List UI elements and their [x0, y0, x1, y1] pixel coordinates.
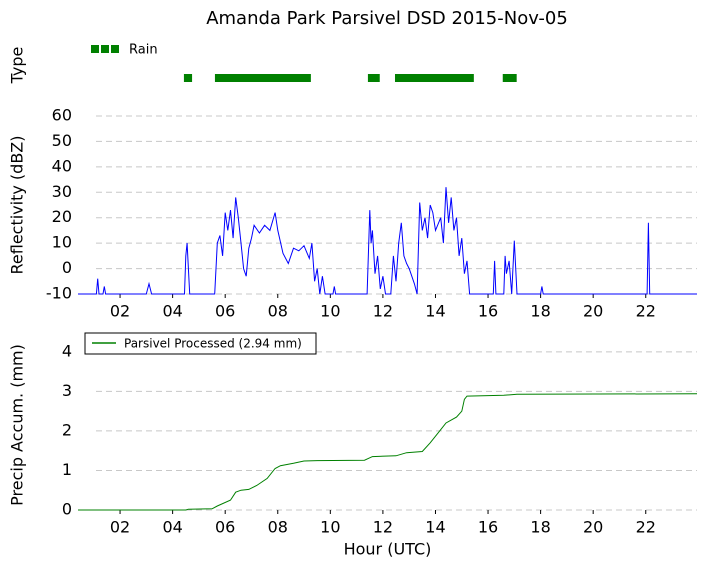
x-tick-label: 22	[636, 302, 656, 321]
legend-swatch	[111, 45, 119, 53]
x-tick-label: 06	[215, 518, 235, 537]
y-tick-label: 50	[52, 131, 72, 150]
x-tick-label: 22	[636, 518, 656, 537]
data-line	[78, 187, 697, 295]
chart-title: Amanda Park Parsivel DSD 2015-Nov-05	[206, 8, 568, 29]
x-tick-label: 08	[268, 302, 288, 321]
y-tick-label: 3	[62, 381, 72, 400]
x-tick-label: 14	[425, 302, 445, 321]
x-tick-label: 20	[583, 518, 603, 537]
y-tick-label: 10	[52, 233, 72, 252]
x-tick-label: 12	[373, 518, 393, 537]
y-axis-label: Precip Accum. (mm)	[8, 344, 27, 506]
y-tick-label: 60	[52, 106, 72, 125]
legend-label: Parsivel Processed (2.94 mm)	[124, 337, 302, 351]
rain-segment	[214, 74, 311, 82]
x-tick-label: 08	[268, 518, 288, 537]
x-tick-label: 10	[320, 518, 340, 537]
data-line	[78, 393, 698, 511]
x-axis-label: Hour (UTC)	[344, 540, 432, 559]
x-tick-label: 18	[530, 302, 550, 321]
x-tick-label: 06	[215, 302, 235, 321]
x-tick-label: 10	[320, 302, 340, 321]
y-axis-label: Type	[8, 47, 27, 85]
y-tick-label: 1	[62, 460, 72, 479]
x-tick-label: 04	[162, 518, 182, 537]
y-tick-label: 4	[62, 341, 72, 360]
y-tick-label: 20	[52, 207, 72, 226]
x-tick-label: 12	[373, 302, 393, 321]
x-tick-label: 16	[478, 302, 498, 321]
y-tick-label: 40	[52, 156, 72, 175]
y-tick-label: 30	[52, 182, 72, 201]
y-tick-label: -10	[46, 284, 72, 303]
x-tick-label: 14	[425, 518, 445, 537]
rain-segment	[394, 74, 474, 82]
rain-segment	[502, 74, 517, 82]
y-tick-label: 0	[62, 500, 72, 519]
y-tick-label: 0	[62, 258, 72, 277]
x-tick-label: 16	[478, 518, 498, 537]
rain-segment	[183, 74, 193, 82]
x-tick-label: 02	[110, 302, 130, 321]
legend-box	[84, 332, 317, 355]
x-tick-label: 18	[530, 518, 550, 537]
legend-swatch	[91, 45, 99, 53]
legend-label: Rain	[129, 43, 158, 58]
legend-swatch	[101, 45, 109, 53]
y-axis-label: Reflectivity (dBZ)	[8, 136, 27, 275]
x-tick-label: 04	[162, 302, 182, 321]
x-tick-label: 02	[110, 518, 130, 537]
rain-segment	[367, 74, 380, 82]
y-tick-label: 2	[62, 420, 72, 439]
x-tick-label: 20	[583, 302, 603, 321]
